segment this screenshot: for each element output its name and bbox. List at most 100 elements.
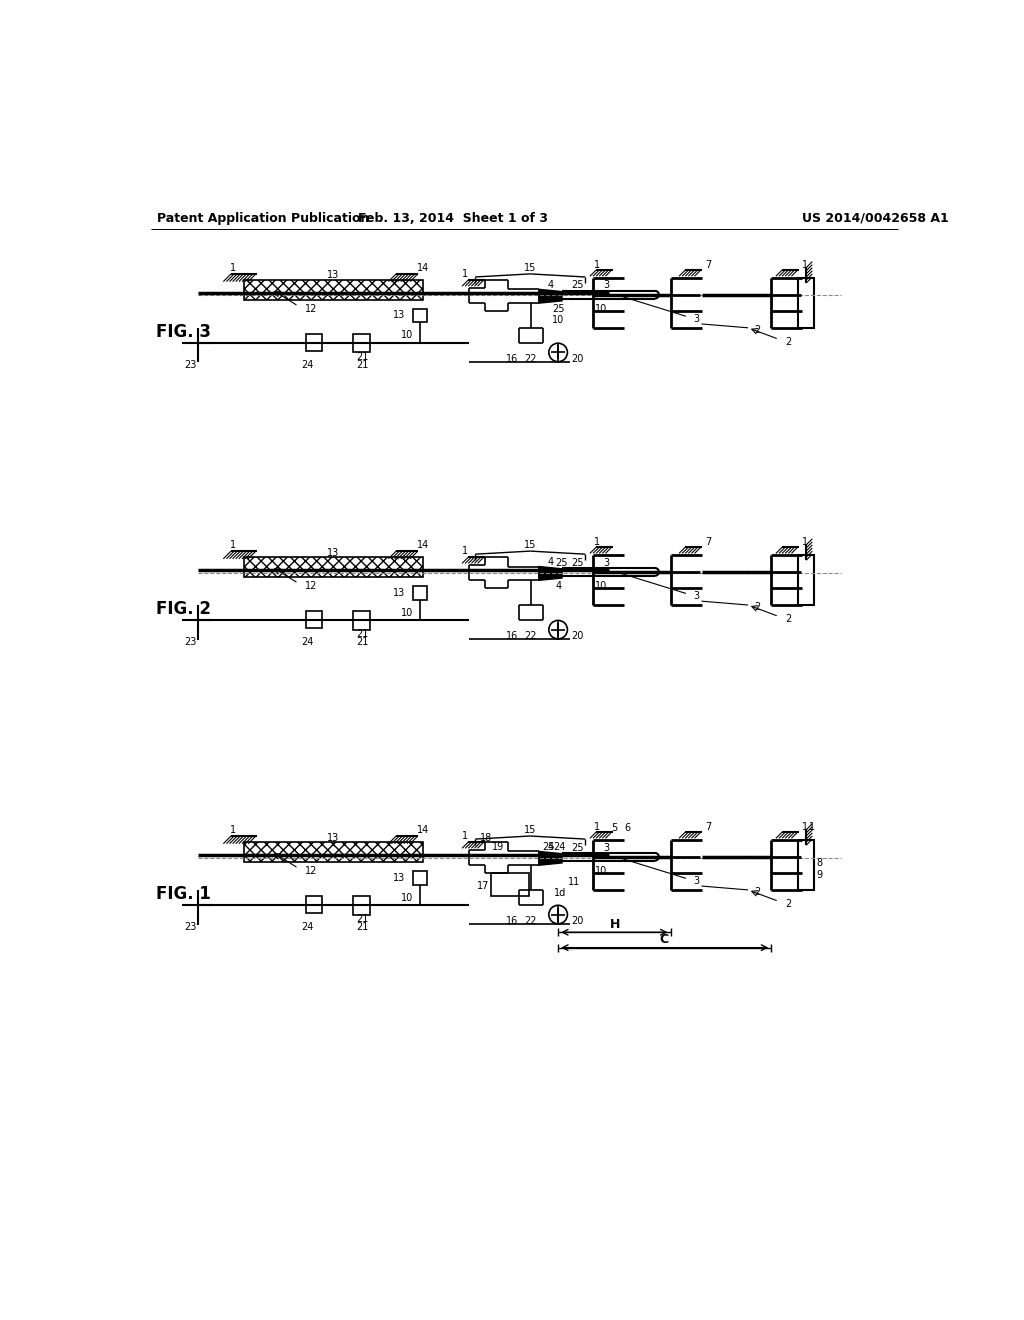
Text: 21: 21 [356,630,369,639]
Text: 23: 23 [183,638,197,647]
Text: 22: 22 [524,354,537,363]
Text: 12: 12 [305,304,317,314]
Text: 1d: 1d [554,888,566,898]
Text: 1: 1 [462,269,468,279]
Text: 20: 20 [571,631,584,640]
Text: 2: 2 [785,337,792,347]
Text: 1: 1 [802,537,808,546]
Text: 7: 7 [706,822,712,832]
Text: 3: 3 [693,875,699,886]
Text: 1: 1 [802,822,808,832]
Text: 2: 2 [755,602,761,612]
Text: 21: 21 [356,638,369,647]
Text: H: H [609,917,620,931]
Text: 4: 4 [547,557,553,566]
Text: 13: 13 [393,587,406,598]
Text: 15: 15 [524,825,537,834]
Text: FIG. 1: FIG. 1 [157,884,211,903]
Text: 4: 4 [547,842,553,851]
Bar [799,840,814,890]
Text: 13: 13 [328,271,340,280]
Text: 3: 3 [603,557,609,568]
Circle shape [549,906,567,924]
Bar [245,842,423,862]
Text: 20: 20 [571,354,584,363]
Text: 25: 25 [556,557,568,568]
Text: 20: 20 [571,916,584,925]
Text: 9: 9 [816,870,822,879]
Text: 6: 6 [625,824,631,833]
Polygon shape [539,289,562,304]
Bar [414,871,427,884]
Text: 14: 14 [417,263,429,273]
Text: 24: 24 [554,842,566,851]
Text: 2: 2 [755,887,761,898]
Text: 2: 2 [755,325,761,335]
Text: 22: 22 [524,631,537,640]
Text: 1: 1 [462,546,468,556]
Text: 3: 3 [603,280,609,290]
Circle shape [549,343,567,362]
Text: 24: 24 [302,638,314,647]
Text: 12: 12 [305,581,317,591]
Text: 14: 14 [417,825,429,834]
Text: 1: 1 [594,822,600,832]
Text: 1: 1 [802,260,808,269]
Text: Feb. 13, 2014  Sheet 1 of 3: Feb. 13, 2014 Sheet 1 of 3 [358,213,549,224]
Text: 17: 17 [477,880,489,891]
Text: 10: 10 [595,304,607,314]
Text: 16: 16 [506,354,518,363]
Bar [799,277,814,327]
Bar [352,896,370,915]
Text: 11: 11 [567,878,580,887]
Text: C: C [659,933,669,946]
Text: 23: 23 [183,921,197,932]
Text: 13: 13 [393,310,406,321]
Text: 25: 25 [571,280,584,290]
Text: 7: 7 [706,537,712,546]
Text: 25: 25 [542,842,554,851]
Text: 12: 12 [305,866,317,875]
Text: 5: 5 [611,824,617,833]
Text: 15: 15 [524,540,537,550]
Bar [352,611,370,630]
Text: 2: 2 [785,614,792,624]
Text: 25: 25 [571,842,584,853]
Text: 22: 22 [524,916,537,925]
Text: 8: 8 [816,858,822,869]
Text: 13: 13 [393,873,406,883]
Text: 1: 1 [594,537,600,546]
Text: 1: 1 [229,825,236,834]
Text: 13: 13 [328,833,340,842]
Text: 7: 7 [706,260,712,269]
Text: 21: 21 [356,915,369,924]
Text: 4: 4 [555,581,561,591]
Text: 16: 16 [506,916,518,925]
Text: FIG. 3: FIG. 3 [157,322,211,341]
Text: 19: 19 [492,842,504,851]
Text: 14: 14 [417,540,429,550]
Text: 23: 23 [183,360,197,370]
Text: 4: 4 [547,280,553,289]
Text: 1: 1 [809,822,815,832]
Text: 1: 1 [462,832,468,841]
Text: 15: 15 [524,263,537,273]
Bar [306,896,322,913]
Text: 2: 2 [785,899,792,908]
Text: 13: 13 [328,548,340,557]
Text: US 2014/0042658 A1: US 2014/0042658 A1 [802,213,949,224]
Bar [799,554,814,605]
Text: 10: 10 [400,330,413,341]
Text: 3: 3 [693,314,699,323]
Bar [490,873,529,896]
Text: 25: 25 [552,304,564,314]
Text: 3: 3 [693,591,699,601]
Text: 1: 1 [229,263,236,273]
Bar [306,611,322,628]
Text: 10: 10 [595,581,607,591]
Polygon shape [539,566,562,581]
Text: 18: 18 [480,833,493,842]
Text: 3: 3 [603,842,609,853]
Text: 1: 1 [229,540,236,550]
Text: 10: 10 [595,866,607,875]
